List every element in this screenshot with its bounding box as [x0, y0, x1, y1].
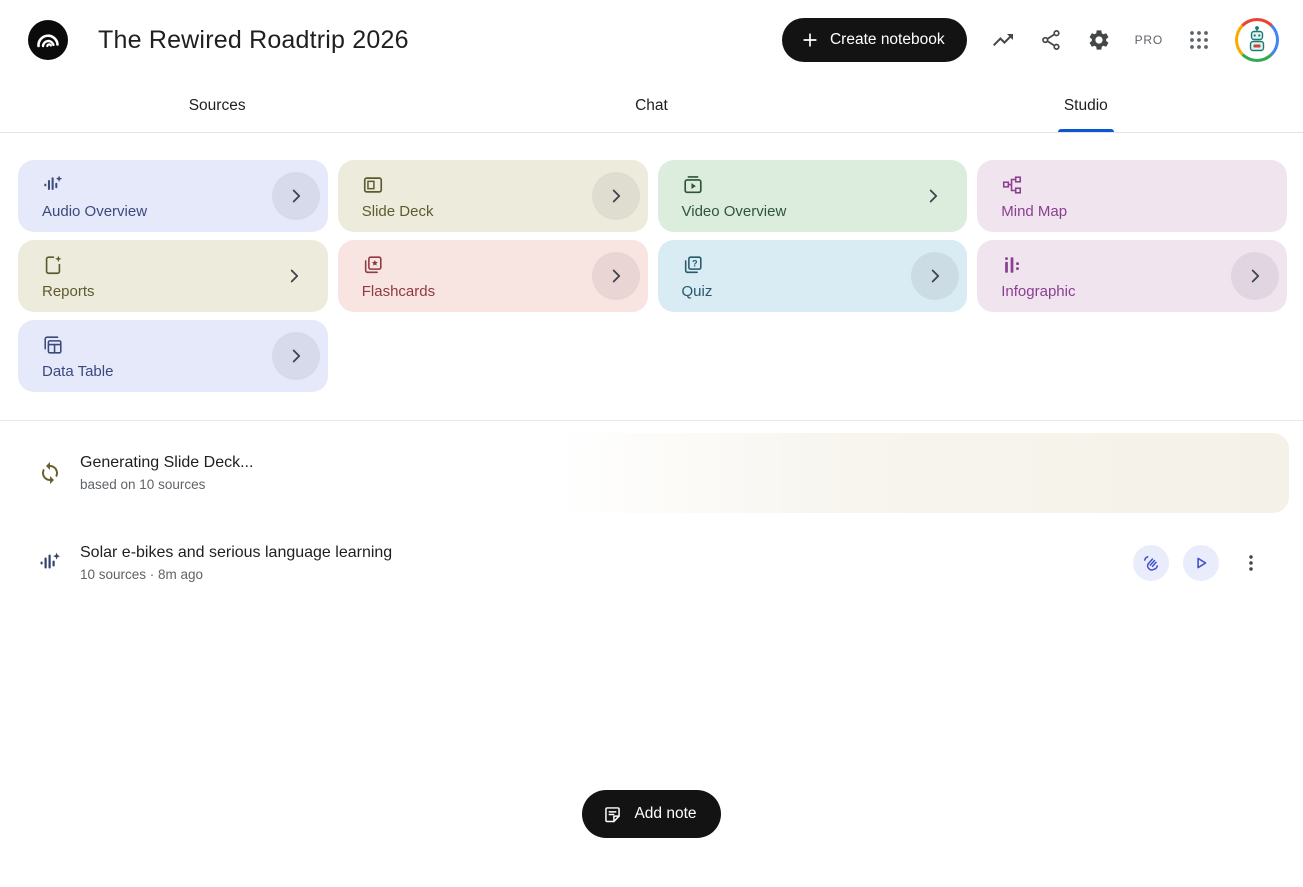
audio-item-row[interactable]: Solar e-bikes and serious language learn…	[0, 527, 1303, 599]
card-label: Audio Overview	[42, 203, 148, 220]
card-label: Data Table	[42, 363, 114, 380]
play-icon	[1197, 557, 1207, 569]
card-reports[interactable]: Reports	[18, 240, 328, 312]
tab-studio-label: Studio	[1063, 97, 1108, 114]
tab-sources-label: Sources	[188, 97, 246, 114]
chevron-right-icon[interactable]	[271, 172, 320, 220]
robot-avatar-image	[1238, 21, 1276, 59]
card-slide-deck[interactable]: Slide Deck	[337, 160, 648, 232]
tab-chat-label: Chat	[635, 97, 668, 114]
pro-badge: PRO	[1134, 33, 1163, 47]
generating-item-row[interactable]: Generating Slide Deck... based on 10 sou…	[0, 433, 1303, 513]
card-label: Reports	[42, 283, 95, 300]
studio-card-grid: Audio Overview Slide Deck Video Overview…	[0, 133, 1303, 392]
waveform-sparkle-icon	[40, 552, 61, 569]
apps-grid-icon[interactable]	[1187, 28, 1211, 52]
tab-bar: Sources Chat Studio	[0, 80, 1303, 133]
footer: Add note	[0, 790, 1303, 887]
chevron-right-icon[interactable]	[591, 172, 640, 220]
quiz-card-icon: ?	[684, 256, 702, 274]
card-label: Flashcards	[361, 283, 436, 300]
card-infographic[interactable]: Infographic	[977, 240, 1287, 312]
user-avatar[interactable]	[1235, 18, 1279, 62]
section-divider	[0, 420, 1303, 421]
slide-deck-icon	[363, 177, 382, 193]
flashcards-star-icon	[364, 256, 382, 274]
create-notebook-label: Create notebook	[829, 31, 945, 48]
card-flashcards[interactable]: Flashcards	[337, 240, 648, 312]
card-label: Video Overview	[681, 203, 787, 220]
settings-gear-icon[interactable]	[1087, 28, 1111, 52]
tab-chat[interactable]: Chat	[434, 80, 868, 132]
loading-shimmer	[556, 433, 1289, 513]
card-audio-overview[interactable]: Audio Overview	[18, 160, 328, 232]
tab-sources[interactable]: Sources	[0, 80, 434, 132]
interactive-mode-button[interactable]	[1133, 545, 1169, 581]
chevron-right-icon[interactable]	[591, 252, 640, 300]
chevron-right-icon[interactable]	[271, 332, 320, 380]
note-icon	[605, 806, 621, 822]
card-label: Infographic	[1001, 283, 1076, 300]
report-sparkle-icon	[45, 255, 62, 275]
card-data-table[interactable]: Data Table	[18, 320, 328, 392]
waving-hand-icon	[1144, 556, 1158, 571]
chevron-right-icon[interactable]	[911, 252, 960, 300]
notebooklm-logo[interactable]	[28, 20, 68, 60]
chevron-right-icon[interactable]	[282, 264, 306, 288]
mind-map-icon	[1003, 176, 1022, 194]
studio-items-list: Generating Slide Deck... based on 10 sou…	[0, 421, 1303, 599]
audio-item-title: Solar e-bikes and serious language learn…	[80, 544, 393, 561]
generating-item-title: Generating Slide Deck...	[80, 454, 254, 471]
svg-text:?: ?	[692, 258, 698, 268]
more-options-button[interactable]	[1239, 551, 1263, 575]
sync-progress-icon	[42, 462, 58, 484]
trending-up-icon[interactable]	[991, 28, 1015, 52]
add-note-label: Add note	[634, 805, 697, 822]
more-vertical-icon	[1249, 555, 1253, 571]
play-audio-button[interactable]	[1183, 545, 1219, 581]
plus-icon	[803, 33, 817, 47]
card-video-overview[interactable]: Video Overview	[657, 160, 968, 232]
card-quiz[interactable]: ? Quiz	[657, 240, 968, 312]
chevron-right-icon[interactable]	[1231, 252, 1279, 300]
add-note-button[interactable]: Add note	[582, 790, 721, 838]
notebook-title[interactable]: The Rewired Roadtrip 2026	[98, 25, 409, 54]
active-tab-underline	[1057, 129, 1114, 132]
data-table-icon	[44, 336, 62, 354]
share-icon[interactable]	[1039, 28, 1063, 52]
card-label: Mind Map	[1001, 203, 1068, 220]
chevron-right-icon[interactable]	[921, 184, 945, 208]
card-mind-map[interactable]: Mind Map	[977, 160, 1287, 232]
create-notebook-button[interactable]: Create notebook	[781, 18, 967, 62]
generating-item-subtitle: based on 10 sources	[80, 477, 206, 492]
header: The Rewired Roadtrip 2026 Create noteboo…	[0, 0, 1303, 80]
waveform-sparkle-icon	[44, 175, 63, 191]
video-overview-icon	[683, 176, 702, 194]
card-label: Slide Deck	[361, 203, 434, 220]
audio-item-subtitle: 10 sources · 8m ago	[80, 567, 204, 582]
tab-studio[interactable]: Studio	[869, 80, 1303, 132]
card-label: Quiz	[681, 283, 713, 300]
infographic-bars-icon	[1005, 257, 1020, 273]
